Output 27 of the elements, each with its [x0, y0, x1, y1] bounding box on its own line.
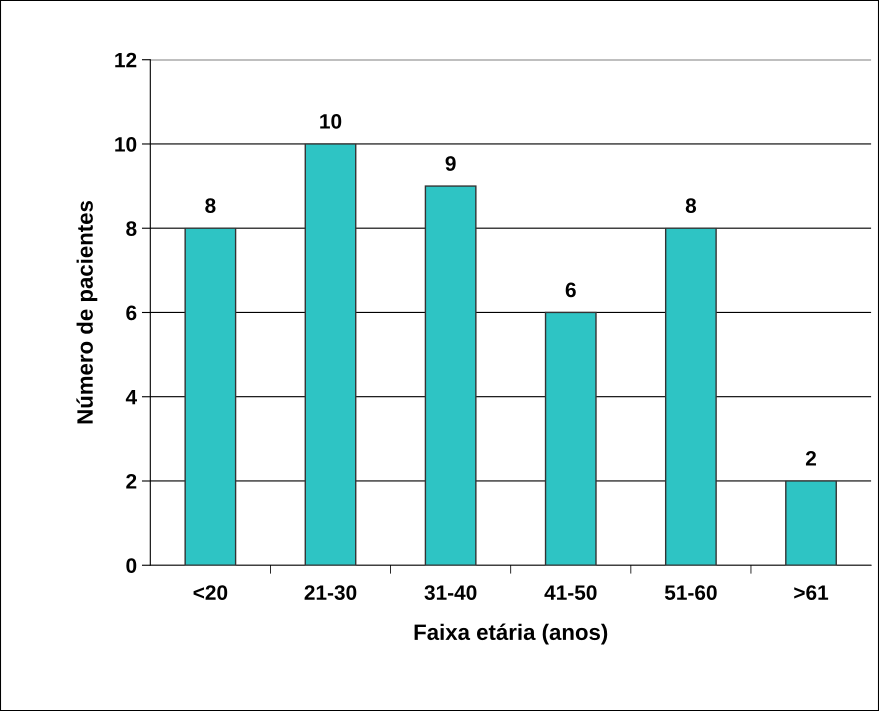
data-label: 2 — [806, 451, 816, 466]
bar — [544, 312, 597, 566]
y-tick-label: 2 — [126, 474, 136, 489]
x-tick-label: 41-50 — [544, 585, 597, 600]
x-tick-label: >61 — [794, 585, 828, 600]
bar — [184, 228, 236, 566]
y-axis-title: Número de pacientes — [76, 201, 98, 424]
y-tick-label: 0 — [126, 558, 136, 573]
x-tick-label: 51-60 — [664, 585, 717, 600]
data-label: 10 — [320, 114, 342, 129]
x-tick-label: 21-30 — [304, 585, 356, 600]
data-label: 9 — [446, 156, 456, 171]
bar — [785, 480, 837, 566]
x-axis-title: Faixa etária (anos) — [414, 624, 608, 644]
y-tick-label: 10 — [115, 136, 136, 152]
data-label: 8 — [686, 198, 696, 213]
bar — [664, 228, 717, 566]
data-label: 6 — [566, 282, 576, 298]
y-tick-label: 8 — [126, 221, 136, 236]
y-tick-label: 12 — [115, 52, 136, 68]
bar — [304, 143, 356, 566]
x-tick-label: <20 — [194, 585, 228, 600]
y-tick-label: 6 — [126, 305, 136, 320]
data-label: 8 — [205, 198, 216, 213]
x-tick-label: 31-40 — [424, 585, 476, 600]
y-tick-label: 4 — [126, 390, 138, 404]
bar — [424, 185, 477, 566]
